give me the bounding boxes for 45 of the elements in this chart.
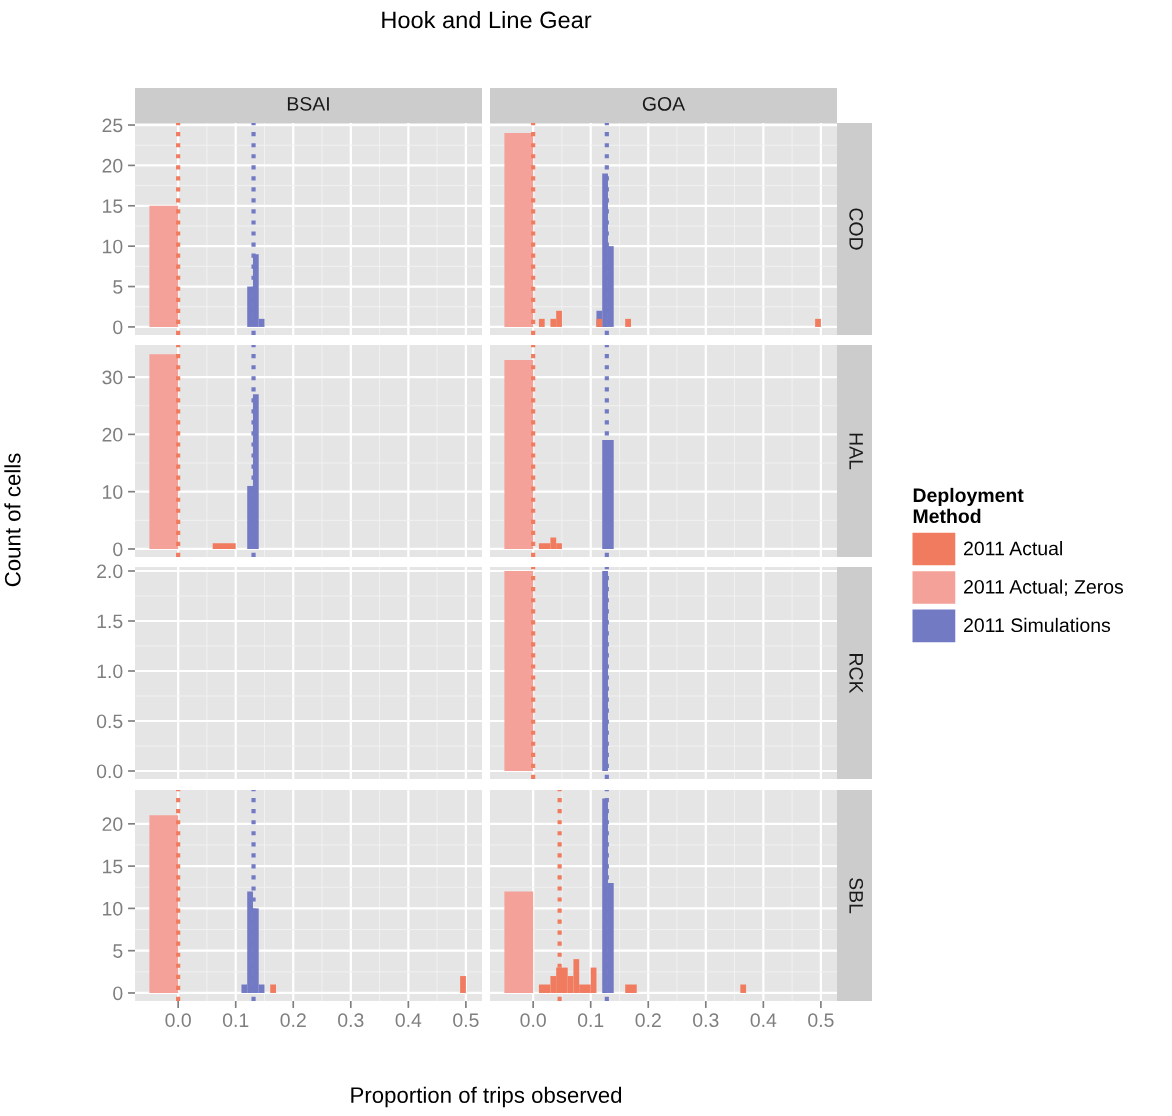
text: GOA: [642, 96, 686, 111]
y-tick-label: 15: [103, 859, 123, 874]
x-tick-label: 0.0: [165, 1013, 191, 1028]
x-tick-label: 0.0: [520, 1013, 546, 1028]
y-tick-label: 1.0: [97, 664, 123, 679]
y-tick-label: 30: [102, 370, 123, 385]
x-tick-label: 0.5: [453, 1013, 479, 1028]
y2-axis-title: SBL: [849, 878, 864, 914]
text: BSAI: [287, 96, 329, 111]
x-axis-title: Proportion of trips observed: [351, 1086, 622, 1108]
y-tick-label: 0: [113, 986, 123, 1001]
y-tick-label: 5: [113, 280, 123, 294]
y-tick-label: 20: [102, 427, 123, 442]
x-tick-label: 0.3: [693, 1013, 719, 1028]
y-axis-title: Count of cells: [4, 453, 21, 587]
y-tick-label: 0.0: [96, 764, 123, 779]
x-tick-label: 0.2: [280, 1013, 306, 1028]
x-tick-label: 0.1: [577, 1013, 604, 1028]
y2-axis-title: HAL: [849, 433, 863, 470]
x-tick-label: 0.1: [222, 1013, 249, 1028]
legend-label: 2011 Actual: [964, 541, 1062, 556]
legend-label: 2011 Actual; Zeros: [964, 579, 1124, 597]
chart-title: Hook and Line Gear: [382, 11, 592, 29]
y-tick-label: 10: [103, 901, 123, 916]
y-tick-label: 0: [113, 320, 123, 335]
y2-axis-title: RCK: [849, 654, 864, 694]
y-tick-label: 25: [102, 118, 123, 133]
y-tick-label: 0: [113, 542, 123, 557]
y-tick-label: 20: [102, 158, 123, 173]
y-tick-label: 10: [103, 485, 123, 499]
legend-title: Deployment Method: [913, 487, 1024, 524]
x-tick-label: 0.4: [395, 1013, 422, 1028]
y-tick-label: 0.5: [96, 714, 123, 729]
x-tick-label: 0.4: [750, 1013, 777, 1028]
y-tick-label: 2.0: [97, 564, 123, 579]
x-tick-label: 0.5: [808, 1013, 834, 1028]
y-tick-label: 15: [103, 199, 123, 214]
x-tick-label: 0.2: [635, 1013, 661, 1028]
x-tick-label: 0.3: [338, 1013, 364, 1028]
y-tick-label: 20: [102, 817, 123, 832]
y2-axis-title: COD: [849, 208, 864, 250]
legend-label: 2011 Simulations: [964, 617, 1111, 633]
y-tick-label: 10: [103, 239, 123, 254]
y-tick-label: 5: [113, 944, 123, 958]
y-tick-label: 1.5: [97, 614, 123, 629]
